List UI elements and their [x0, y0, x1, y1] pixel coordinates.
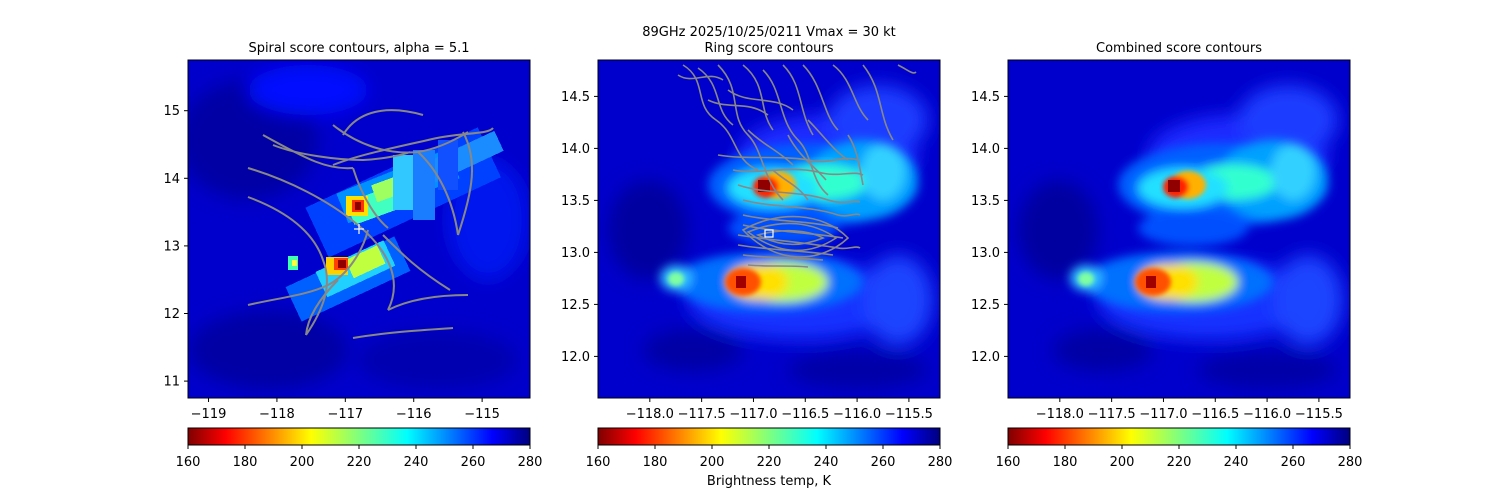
- x-ticks: −119 −118 −117 −116 −115: [191, 398, 500, 422]
- y-tick-label: 13: [163, 239, 180, 254]
- y-tick-label: 13.5: [971, 194, 1000, 209]
- colorbar-label: Brightness temp, K: [707, 474, 832, 489]
- x-tick-label: −116.5: [1191, 407, 1239, 422]
- colorbar-2: 160 180 200 220 240 260 280: [586, 427, 953, 470]
- y-tick-label: 13.0: [561, 246, 590, 261]
- colorbar-tick-label: 200: [1110, 455, 1135, 470]
- panel-combined: −118.0 −117.5 −117.0 −116.5 −116.0 −115.5 12.…: [971, 41, 1351, 422]
- x-tick-label: −116.0: [833, 407, 881, 422]
- y-tick-label: 12.5: [561, 298, 590, 313]
- y-tick-label: 12: [163, 307, 180, 322]
- colorbar-tick-label: 280: [518, 455, 543, 470]
- x-tick-label: −115.5: [885, 407, 933, 422]
- x-tick-label: −117.5: [678, 407, 726, 422]
- x-ticks: −118.0 −117.5 −117.0 −116.5 −116.0 −115.5: [1036, 398, 1343, 422]
- x-tick-label: −118: [259, 407, 295, 422]
- axes-frame: [597, 59, 941, 399]
- y-tick-label: 14.5: [971, 90, 1000, 105]
- x-tick-label: −116.5: [781, 407, 829, 422]
- colorbar-tick-label: 160: [176, 455, 201, 470]
- x-tick-label: −119: [191, 407, 227, 422]
- panel-title: Ring score contours: [704, 41, 833, 56]
- y-tick-label: 14.0: [971, 142, 1000, 157]
- panel-title: Spiral score contours, alpha = 5.1: [248, 41, 469, 56]
- x-tick-label: −117: [327, 407, 363, 422]
- y-tick-label: 13.0: [971, 246, 1000, 261]
- colorbar-tick-label: 200: [700, 455, 725, 470]
- colorbar-tick-label: 220: [757, 455, 782, 470]
- colorbar-tick-label: 240: [814, 455, 839, 470]
- y-tick-label: 14.5: [561, 90, 590, 105]
- x-tick-label: −117.0: [729, 407, 777, 422]
- colorbar-tick-label: 240: [404, 455, 429, 470]
- y-ticks: 11 12 13 14 15: [163, 104, 188, 390]
- axes-frame: [1007, 59, 1351, 399]
- x-tick-label: −116: [396, 407, 432, 422]
- colorbar-3: 160 180 200 220 240 260 280: [996, 427, 1363, 470]
- y-ticks: 12.0 12.5 13.0 13.5 14.0 14.5: [561, 90, 598, 365]
- colorbar-tick-label: 280: [928, 455, 953, 470]
- axes-frame: [187, 59, 531, 399]
- colorbar-tick-label: 180: [643, 455, 668, 470]
- y-tick-label: 14.0: [561, 142, 590, 157]
- x-tick-label: −118.0: [626, 407, 674, 422]
- colorbar-tick-label: 260: [1281, 455, 1306, 470]
- colorbar-tick-label: 160: [996, 455, 1021, 470]
- x-tick-label: −116.0: [1243, 407, 1291, 422]
- x-tick-label: −117.5: [1088, 407, 1136, 422]
- y-tick-label: 12.5: [971, 298, 1000, 313]
- colorbar-tick-label: 260: [871, 455, 896, 470]
- colorbar-tick-label: 200: [290, 455, 315, 470]
- colorbar-tick-label: 280: [1338, 455, 1363, 470]
- colorbar-tick-label: 160: [586, 455, 611, 470]
- panel-spiral: −119 −118 −117 −116 −115 11 12 13 14 15 Spiral s…: [163, 41, 531, 422]
- y-tick-label: 14: [163, 172, 180, 187]
- colorbar-tick-label: 180: [1053, 455, 1078, 470]
- center-marker: [764, 229, 774, 238]
- ring-heatmap: [598, 60, 940, 398]
- combined-heatmap: [1008, 60, 1350, 398]
- colorbar-tick-label: 220: [347, 455, 372, 470]
- x-tick-label: −115.5: [1295, 407, 1343, 422]
- colorbar-tick-label: 180: [233, 455, 258, 470]
- panel-ring: −118.0 −117.5 −117.0 −116.5 −116.0 −115.5 12.…: [561, 41, 941, 422]
- colorbar-tick-label: 240: [1224, 455, 1249, 470]
- x-tick-label: −117.0: [1139, 407, 1187, 422]
- x-tick-label: −118.0: [1036, 407, 1084, 422]
- y-tick-label: 12.0: [561, 350, 590, 365]
- colorbar-ticks: 160 180 200 220 240 260 280: [586, 445, 953, 470]
- center-marker: [354, 224, 364, 234]
- spiral-heatmap: [188, 60, 530, 398]
- y-ticks: 12.0 12.5 13.0 13.5 14.0 14.5: [971, 90, 1008, 365]
- y-tick-label: 11: [163, 375, 180, 390]
- y-tick-label: 13.5: [561, 194, 590, 209]
- figure-suptitle: 89GHz 2025/10/25/0211 Vmax = 30 kt: [642, 25, 896, 40]
- colorbar-ticks: 160 180 200 220 240 260 280: [996, 445, 1363, 470]
- y-tick-label: 15: [163, 104, 180, 119]
- panel-title: Combined score contours: [1096, 41, 1262, 56]
- x-ticks: −118.0 −117.5 −117.0 −116.5 −116.0 −115.5: [626, 398, 933, 422]
- y-tick-label: 12.0: [971, 350, 1000, 365]
- colorbar-tick-label: 260: [461, 455, 486, 470]
- x-tick-label: −115: [464, 407, 500, 422]
- colorbar-tick-label: 220: [1167, 455, 1192, 470]
- colorbar-ticks: 160 180 200 220 240 260 280: [176, 445, 543, 470]
- colorbar-1: 160 180 200 220 240 260 280: [176, 427, 543, 470]
